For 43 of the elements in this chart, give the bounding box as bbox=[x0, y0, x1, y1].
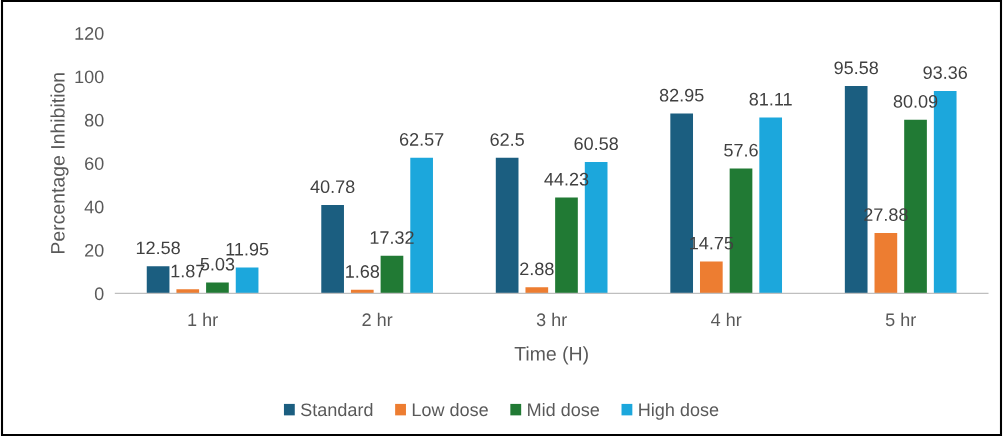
data-label: 11.95 bbox=[226, 242, 269, 256]
bar bbox=[699, 261, 723, 294]
data-label: 95.58 bbox=[834, 61, 878, 75]
x-axis-title: Time (H) bbox=[514, 346, 588, 365]
bar bbox=[146, 266, 170, 294]
data-label: 93.36 bbox=[923, 66, 967, 80]
bar bbox=[874, 232, 898, 294]
y-tick-label: 100 bbox=[75, 70, 104, 84]
legend-label: Standard bbox=[301, 402, 373, 417]
bar bbox=[206, 282, 229, 294]
bar bbox=[235, 267, 259, 294]
y-tick-label: 120 bbox=[75, 27, 104, 40]
data-label: 82.95 bbox=[659, 88, 704, 102]
y-tick-label: 0 bbox=[94, 287, 104, 301]
bar bbox=[380, 255, 404, 294]
data-label: 81.11 bbox=[749, 92, 792, 106]
legend-label: High dose bbox=[639, 402, 719, 420]
x-tick-label: 2 hr bbox=[362, 312, 393, 326]
x-tick-label: 3 hr bbox=[536, 312, 567, 327]
data-label: 60.58 bbox=[574, 137, 618, 151]
bar bbox=[525, 287, 549, 294]
bar bbox=[759, 117, 783, 294]
data-label: 12.58 bbox=[136, 241, 180, 255]
y-tick-label: 20 bbox=[85, 243, 104, 257]
data-label: 40.78 bbox=[310, 180, 355, 194]
data-label: 62.57 bbox=[399, 133, 444, 146]
bar bbox=[321, 204, 344, 294]
bar bbox=[495, 157, 519, 294]
x-tick-label: 1 hr bbox=[188, 312, 218, 326]
x-tick-label: 5 hr bbox=[885, 312, 916, 327]
bar bbox=[555, 197, 578, 294]
legend-label: Mid dose bbox=[528, 402, 600, 417]
data-label: 62.5 bbox=[490, 133, 524, 146]
y-tick-label: 60 bbox=[85, 157, 104, 170]
data-label: 1.68 bbox=[346, 265, 380, 278]
x-tick-label: 4 hr bbox=[711, 312, 742, 326]
data-label: 57.6 bbox=[724, 143, 758, 157]
data-label: 2.88 bbox=[520, 262, 554, 276]
y-tick-label: 80 bbox=[84, 113, 104, 127]
legend-label: Low dose bbox=[412, 402, 488, 417]
y-axis-title: Percentage Inhibition bbox=[50, 73, 69, 254]
bar bbox=[176, 289, 200, 294]
y-tick-label: 40 bbox=[84, 200, 104, 214]
